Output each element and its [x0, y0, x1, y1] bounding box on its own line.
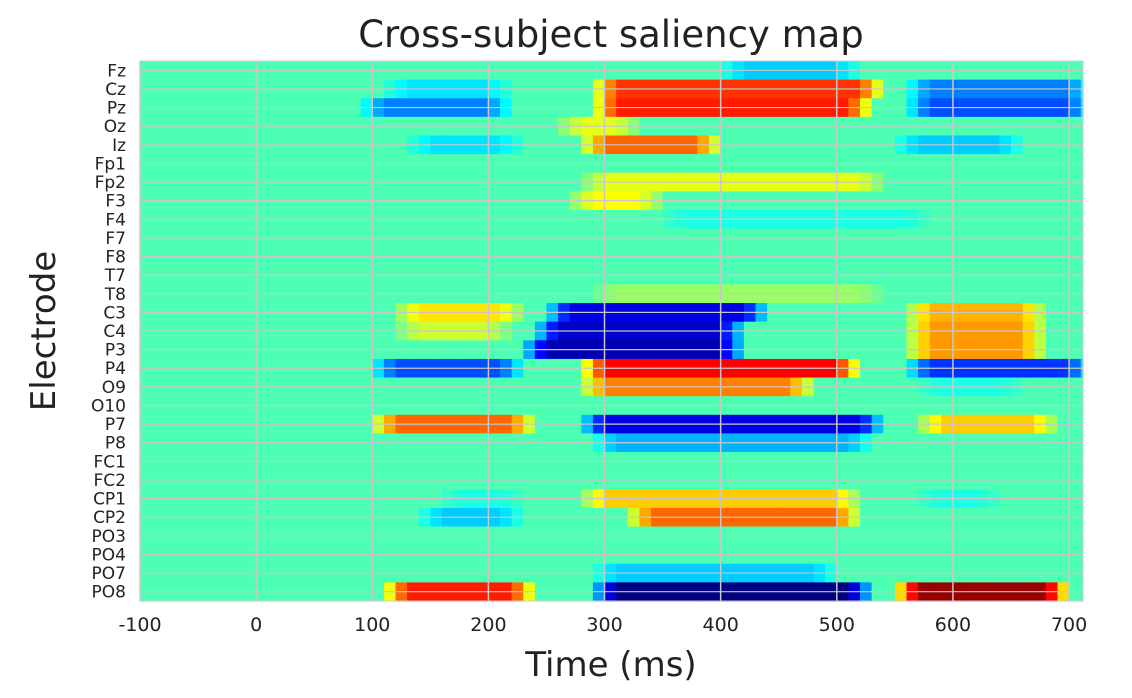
- y-tick-label: PO8: [92, 583, 126, 603]
- y-tick-label: FC1: [94, 452, 126, 472]
- y-tick-label: Fp2: [95, 173, 126, 193]
- x-tick-label: 700: [1051, 614, 1087, 636]
- y-tick-label: PO4: [92, 545, 126, 565]
- y-tick-labels: FzCzPzOzIzFp1Fp2F3F4F7F8T7T8C3C4P3P4O9O1…: [91, 61, 126, 602]
- x-tick-label: 600: [935, 614, 971, 636]
- y-tick-label: Iz: [112, 136, 126, 156]
- y-tick-label: T7: [104, 266, 126, 286]
- y-tick-label: F4: [105, 210, 126, 230]
- y-tick-label: F7: [105, 229, 126, 249]
- y-axis-title: Electrode: [24, 251, 64, 411]
- x-tick-label: -100: [118, 614, 161, 636]
- x-tick-label: 200: [470, 614, 506, 636]
- chart-title: Cross-subject saliency map: [358, 13, 864, 56]
- x-axis-title: Time (ms): [524, 645, 696, 685]
- y-tick-label: PO7: [92, 564, 126, 584]
- y-tick-label: P4: [105, 359, 126, 379]
- y-tick-label: P3: [105, 341, 126, 361]
- x-tick-label: 300: [586, 614, 622, 636]
- y-tick-label: C4: [103, 322, 126, 342]
- y-tick-label: F3: [105, 192, 126, 212]
- y-tick-label: P7: [105, 415, 126, 435]
- x-tick-label: 500: [819, 614, 855, 636]
- y-tick-label: CP2: [93, 508, 126, 528]
- y-tick-label: Fp1: [95, 154, 126, 174]
- y-tick-label: O10: [91, 396, 126, 416]
- x-tick-label: 100: [354, 614, 390, 636]
- grid-lines: [139, 61, 1083, 601]
- x-tick-label: 0: [250, 614, 262, 636]
- plot-frame: [139, 60, 1084, 602]
- y-tick-label: T8: [104, 285, 126, 305]
- y-tick-label: C3: [103, 303, 126, 323]
- x-tick-labels: -100 0 100 200 300 400 500 600 700: [118, 614, 1087, 636]
- y-tick-label: PO3: [92, 527, 126, 547]
- y-tick-label: P8: [105, 434, 126, 454]
- y-tick-label: CP1: [93, 490, 126, 510]
- y-tick-label: O9: [102, 378, 126, 398]
- y-tick-label: Fz: [107, 61, 126, 81]
- y-tick-label: F8: [105, 248, 126, 268]
- y-tick-label: Pz: [107, 99, 126, 119]
- y-tick-label: Oz: [104, 117, 126, 137]
- x-tick-label: 400: [703, 614, 739, 636]
- y-tick-label: Cz: [105, 80, 126, 100]
- y-tick-label: FC2: [94, 471, 126, 491]
